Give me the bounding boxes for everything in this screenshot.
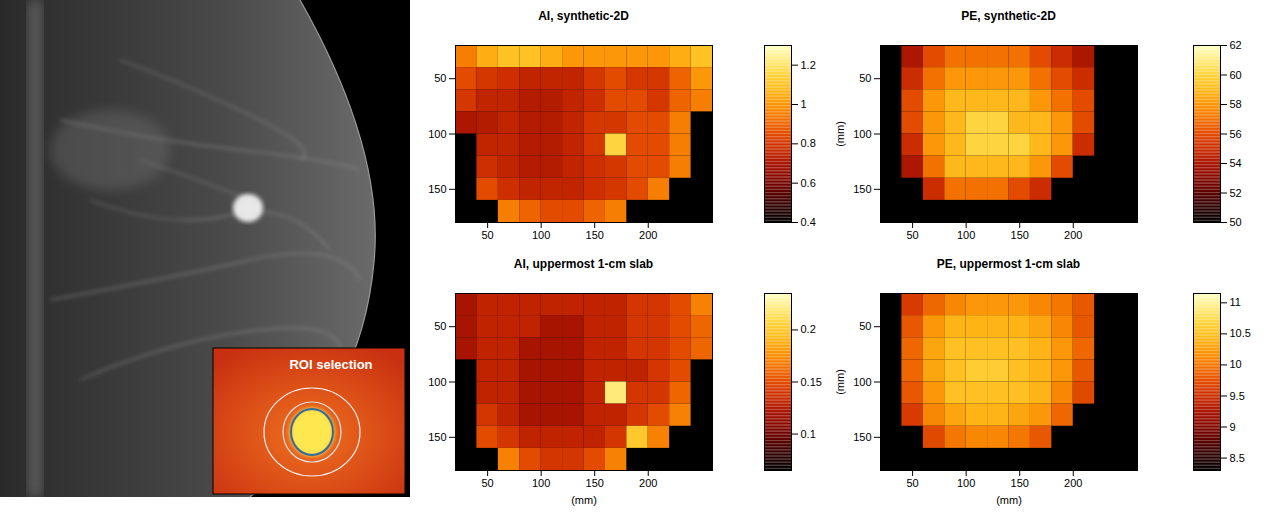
svg-text:150: 150 <box>1011 229 1029 241</box>
svg-text:150: 150 <box>586 229 604 241</box>
svg-text:(mm): (mm) <box>571 494 597 506</box>
svg-text:10: 10 <box>1230 358 1242 370</box>
svg-text:100: 100 <box>428 128 446 140</box>
svg-text:150: 150 <box>428 431 446 443</box>
svg-text:200: 200 <box>639 477 657 489</box>
svg-text:50: 50 <box>907 477 919 489</box>
svg-text:0.15: 0.15 <box>801 376 822 388</box>
svg-text:200: 200 <box>1064 477 1082 489</box>
svg-text:100: 100 <box>532 477 550 489</box>
svg-text:0.2: 0.2 <box>801 323 816 335</box>
svg-text:150: 150 <box>586 477 604 489</box>
svg-text:0.8: 0.8 <box>801 137 816 149</box>
svg-text:100: 100 <box>853 128 871 140</box>
html-text:AI, uppermost 1-cm slab: AI, uppermost 1-cm slab <box>513 257 654 271</box>
svg-text:200: 200 <box>1064 229 1082 241</box>
svg-text:1.2: 1.2 <box>801 59 816 71</box>
svg-text:150: 150 <box>1011 477 1029 489</box>
svg-text:52: 52 <box>1230 187 1242 199</box>
svg-text:ROI selection: ROI selection <box>289 357 372 372</box>
html-text:PE, synthetic-2D: PE, synthetic-2D <box>961 9 1056 23</box>
svg-text:56: 56 <box>1230 128 1242 140</box>
svg-text:11: 11 <box>1230 296 1241 308</box>
svg-text:8.5: 8.5 <box>1230 452 1245 464</box>
svg-text:150: 150 <box>853 431 871 443</box>
svg-text:100: 100 <box>957 229 975 241</box>
svg-text:200: 200 <box>639 229 657 241</box>
svg-text:50: 50 <box>907 229 919 241</box>
svg-text:150: 150 <box>853 183 871 195</box>
html-text:AI, synthetic-2D: AI, synthetic-2D <box>538 9 629 23</box>
svg-text:60: 60 <box>1230 69 1242 81</box>
svg-text:(mm): (mm) <box>834 369 846 395</box>
svg-text:50: 50 <box>1230 216 1242 228</box>
svg-text:150: 150 <box>428 183 446 195</box>
svg-text:50: 50 <box>434 320 446 332</box>
svg-text:100: 100 <box>957 477 975 489</box>
html-text:PE, uppermost 1-cm slab: PE, uppermost 1-cm slab <box>936 257 1081 271</box>
svg-text:10.5: 10.5 <box>1230 327 1251 339</box>
svg-text:(mm): (mm) <box>834 121 846 147</box>
svg-text:100: 100 <box>853 376 871 388</box>
svg-text:0.4: 0.4 <box>801 216 816 228</box>
svg-text:50: 50 <box>859 320 871 332</box>
svg-text:9: 9 <box>1230 421 1236 433</box>
svg-text:58: 58 <box>1230 98 1242 110</box>
svg-text:1: 1 <box>801 98 807 110</box>
svg-text:0.1: 0.1 <box>801 428 816 440</box>
svg-text:50: 50 <box>434 72 446 84</box>
svg-text:100: 100 <box>532 229 550 241</box>
svg-text:54: 54 <box>1230 157 1242 169</box>
svg-text:9.5: 9.5 <box>1230 389 1245 401</box>
svg-text:(mm): (mm) <box>996 494 1022 506</box>
svg-text:62: 62 <box>1230 39 1242 51</box>
svg-text:50: 50 <box>482 229 494 241</box>
svg-text:0.6: 0.6 <box>801 177 816 189</box>
svg-text:100: 100 <box>428 376 446 388</box>
svg-text:50: 50 <box>859 72 871 84</box>
svg-text:50: 50 <box>482 477 494 489</box>
